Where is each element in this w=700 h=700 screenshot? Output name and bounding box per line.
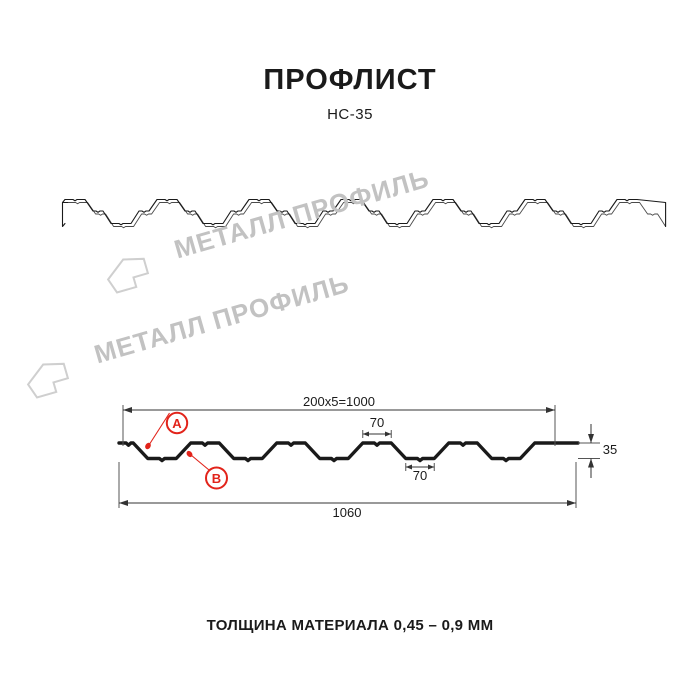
svg-text:B: B [212, 471, 221, 486]
svg-text:35: 35 [603, 442, 617, 457]
svg-text:70: 70 [413, 468, 427, 483]
svg-text:70: 70 [370, 415, 384, 430]
svg-text:1060: 1060 [333, 505, 362, 520]
svg-text:A: A [172, 416, 182, 431]
svg-text:200x5=1000: 200x5=1000 [303, 394, 375, 409]
